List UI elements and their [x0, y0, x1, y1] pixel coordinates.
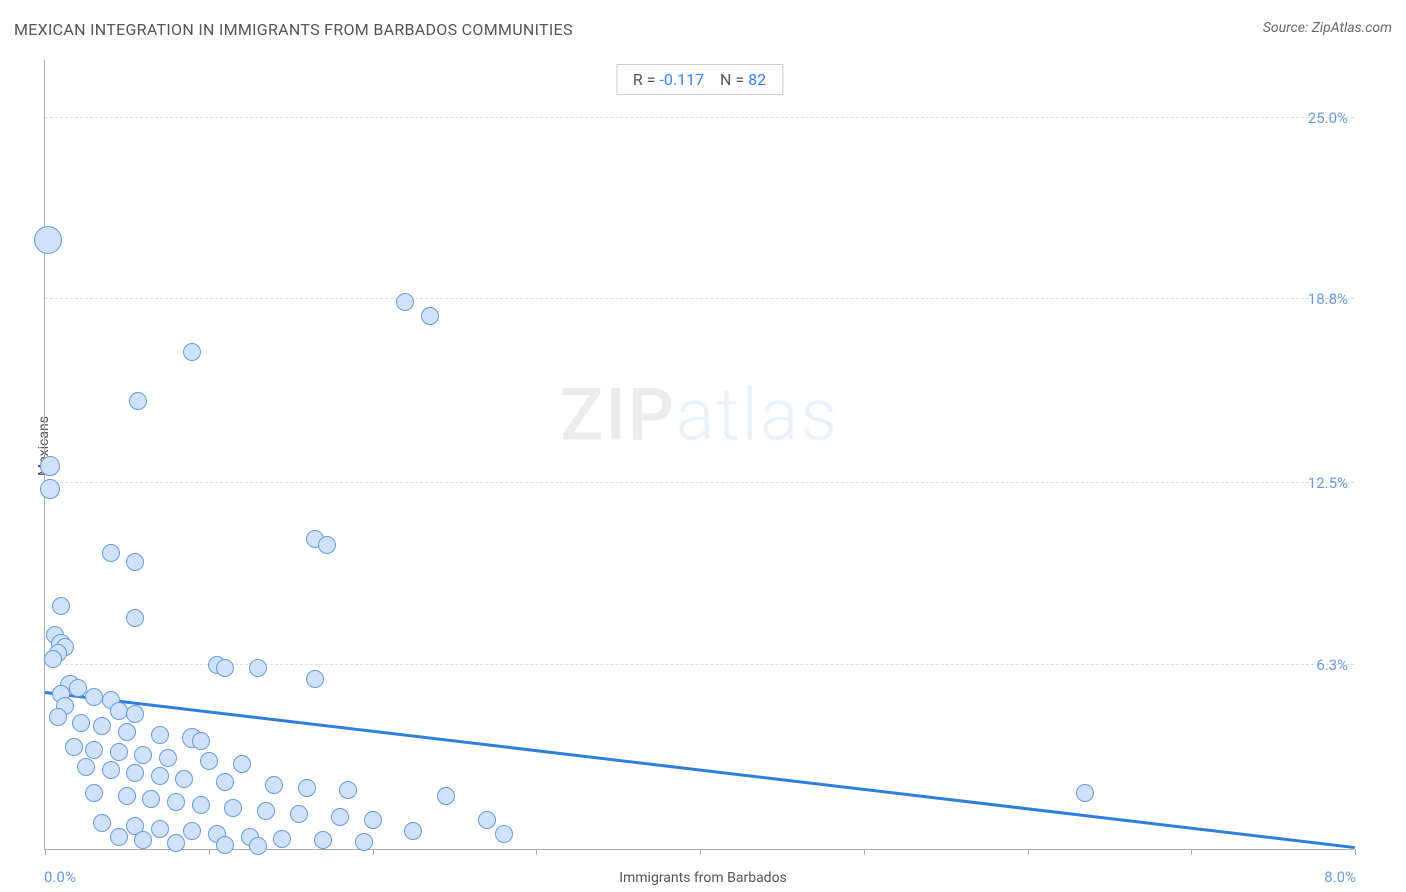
x-tick [1191, 849, 1192, 855]
scatter-point [331, 808, 349, 826]
scatter-point [34, 226, 62, 254]
scatter-point [192, 732, 210, 750]
gridline [45, 298, 1354, 299]
gridline [45, 664, 1354, 665]
scatter-point [77, 758, 95, 776]
scatter-point [129, 392, 147, 410]
scatter-point [183, 822, 201, 840]
r-label: R = [633, 70, 656, 89]
x-axis-origin: 0.0% [44, 868, 76, 886]
scatter-point [404, 822, 422, 840]
y-tick-label: 18.8% [1308, 290, 1348, 308]
scatter-point [126, 553, 144, 571]
scatter-point [102, 544, 120, 562]
scatter-point [126, 705, 144, 723]
scatter-point [192, 796, 210, 814]
scatter-point [52, 597, 70, 615]
scatter-point [110, 743, 128, 761]
gridline [45, 482, 1354, 483]
x-tick [373, 849, 374, 855]
x-tick [864, 849, 865, 855]
scatter-point [224, 799, 242, 817]
scatter-point [167, 834, 185, 852]
scatter-point [126, 609, 144, 627]
scatter-point [265, 776, 283, 794]
chart-title: MEXICAN INTEGRATION IN IMMIGRANTS FROM B… [14, 20, 1392, 39]
scatter-point [364, 811, 382, 829]
x-axis-label: Immigrants from Barbados [619, 870, 787, 886]
scatter-point [110, 828, 128, 846]
scatter-point [93, 814, 111, 832]
scatter-point [134, 746, 152, 764]
scatter-point [495, 825, 513, 843]
x-axis-max: 8.0% [1324, 868, 1356, 886]
scatter-point [93, 717, 111, 735]
scatter-point [69, 679, 87, 697]
scatter-point [437, 787, 455, 805]
scatter-point [40, 456, 60, 476]
x-tick [536, 849, 537, 855]
scatter-point [298, 779, 316, 797]
scatter-point [339, 781, 357, 799]
scatter-point [290, 805, 308, 823]
scatter-point [421, 307, 439, 325]
x-tick [209, 849, 210, 855]
scatter-point [216, 836, 234, 854]
scatter-point [159, 749, 177, 767]
scatter-point [249, 659, 267, 677]
x-tick [1355, 849, 1356, 855]
stats-box: R = -0.117 N = 82 [616, 64, 783, 95]
scatter-point [233, 755, 251, 773]
scatter-point [314, 831, 332, 849]
scatter-point [40, 479, 60, 499]
scatter-point [49, 708, 67, 726]
scatter-point [44, 650, 62, 668]
watermark: ZIPatlas [560, 373, 839, 458]
scatter-point [110, 702, 128, 720]
scatter-point [1076, 784, 1094, 802]
scatter-point [151, 767, 169, 785]
scatter-point [102, 761, 120, 779]
scatter-point [355, 833, 373, 851]
scatter-point [216, 659, 234, 677]
scatter-point [175, 770, 193, 788]
scatter-point [273, 830, 291, 848]
x-tick [700, 849, 701, 855]
scatter-point [396, 293, 414, 311]
scatter-point [478, 811, 496, 829]
source-attribution: Source: ZipAtlas.com [1263, 20, 1392, 36]
chart-plot-area: R = -0.117 N = 82 ZIPatlas 6.3% 12.5% 18.8… [44, 60, 1354, 850]
x-tick [1028, 849, 1029, 855]
scatter-point [134, 831, 152, 849]
scatter-point [118, 787, 136, 805]
scatter-point [126, 764, 144, 782]
r-value: -0.117 [659, 70, 704, 89]
scatter-point [257, 802, 275, 820]
scatter-point [318, 536, 336, 554]
scatter-point [118, 723, 136, 741]
scatter-point [142, 790, 160, 808]
y-tick-label: 12.5% [1308, 474, 1348, 492]
n-label: N = [720, 70, 744, 89]
scatter-point [200, 752, 218, 770]
y-tick-label: 6.3% [1316, 656, 1348, 674]
scatter-point [249, 837, 267, 855]
scatter-point [216, 773, 234, 791]
scatter-point [167, 793, 185, 811]
x-tick [45, 849, 46, 855]
scatter-point [151, 726, 169, 744]
scatter-point [85, 741, 103, 759]
scatter-point [151, 820, 169, 838]
n-value: 82 [748, 70, 766, 89]
gridline [45, 117, 1354, 118]
scatter-point [85, 784, 103, 802]
scatter-point [85, 688, 103, 706]
y-tick-label: 25.0% [1308, 109, 1348, 127]
scatter-point [183, 343, 201, 361]
scatter-point [306, 670, 324, 688]
scatter-point [72, 714, 90, 732]
scatter-point [65, 738, 83, 756]
